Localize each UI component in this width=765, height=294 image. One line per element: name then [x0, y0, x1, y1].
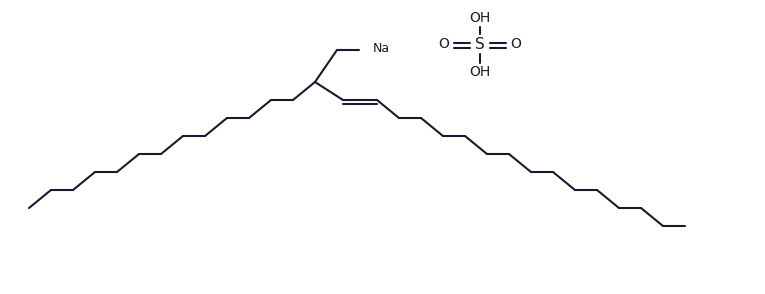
Text: OH: OH — [470, 11, 490, 25]
Text: O: O — [510, 37, 522, 51]
Text: Na: Na — [373, 41, 390, 54]
Text: S: S — [475, 36, 485, 51]
Text: OH: OH — [470, 65, 490, 79]
Text: O: O — [438, 37, 449, 51]
